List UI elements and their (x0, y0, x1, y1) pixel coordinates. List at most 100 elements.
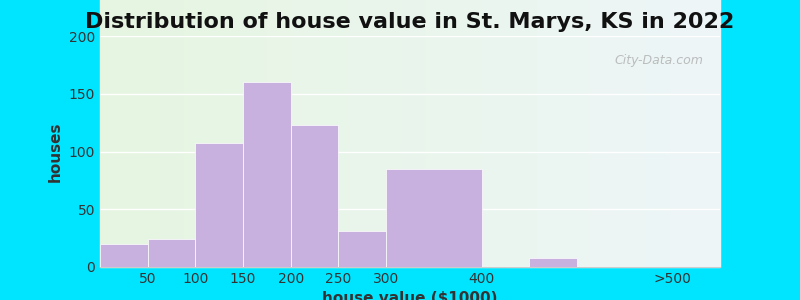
Bar (485, 0, 487, 267)
Bar (553, 0, 556, 267)
Bar (358, 0, 361, 267)
Bar (652, 0, 655, 267)
Bar (174, 0, 178, 267)
Bar (302, 0, 305, 267)
Bar (593, 0, 596, 267)
Bar (373, 0, 376, 267)
Bar (148, 239, 195, 267)
Bar (267, 0, 270, 267)
Bar (447, 0, 450, 267)
Bar (469, 0, 472, 267)
Bar (295, 0, 298, 267)
Bar (323, 0, 326, 267)
Bar (190, 0, 193, 267)
Bar (376, 0, 379, 267)
Bar (234, 0, 237, 267)
Bar (100, 244, 148, 267)
Bar (345, 0, 348, 267)
Bar (581, 0, 584, 267)
Bar (429, 0, 432, 267)
Bar (122, 0, 125, 267)
Bar (138, 0, 140, 267)
Bar (606, 0, 608, 267)
Bar (497, 0, 500, 267)
Bar (184, 0, 186, 267)
Bar (689, 0, 692, 267)
Bar (574, 0, 578, 267)
Bar (348, 0, 351, 267)
Bar (512, 0, 515, 267)
Bar (110, 0, 112, 267)
Bar (209, 0, 211, 267)
Bar (115, 0, 118, 267)
Bar (290, 125, 338, 267)
Bar (602, 0, 606, 267)
Bar (366, 0, 370, 267)
Bar (404, 0, 407, 267)
Bar (106, 0, 110, 267)
Bar (590, 0, 593, 267)
Bar (270, 0, 274, 267)
Bar (146, 0, 150, 267)
Bar (683, 0, 686, 267)
Bar (407, 0, 410, 267)
Bar (277, 0, 280, 267)
Bar (150, 0, 153, 267)
Bar (118, 0, 122, 267)
Bar (230, 0, 234, 267)
Bar (586, 0, 590, 267)
Bar (239, 0, 242, 267)
Bar (413, 0, 416, 267)
Bar (361, 0, 363, 267)
Bar (100, 0, 103, 267)
Bar (692, 0, 695, 267)
Bar (153, 0, 156, 267)
Bar (398, 0, 401, 267)
Bar (255, 0, 258, 267)
Bar (568, 0, 571, 267)
Bar (649, 0, 652, 267)
Bar (178, 0, 181, 267)
Bar (578, 0, 581, 267)
Bar (125, 0, 128, 267)
Bar (252, 0, 255, 267)
Bar (338, 0, 342, 267)
Bar (379, 0, 382, 267)
Bar (537, 0, 540, 267)
Bar (426, 0, 429, 267)
Bar (614, 0, 618, 267)
Bar (462, 0, 466, 267)
Bar (609, 0, 611, 267)
Bar (714, 0, 717, 267)
Bar (487, 0, 490, 267)
Bar (242, 0, 246, 267)
Bar (621, 0, 624, 267)
Bar (482, 0, 485, 267)
Bar (206, 0, 209, 267)
Bar (705, 0, 708, 267)
Bar (562, 0, 565, 267)
Bar (558, 0, 562, 267)
Bar (661, 0, 664, 267)
Bar (543, 0, 546, 267)
Bar (636, 0, 639, 267)
Bar (181, 0, 184, 267)
Bar (466, 0, 469, 267)
Bar (677, 0, 680, 267)
Bar (218, 0, 221, 267)
Bar (634, 0, 636, 267)
Bar (698, 0, 702, 267)
Bar (410, 0, 413, 267)
Bar (237, 0, 239, 267)
Bar (655, 0, 658, 267)
Bar (611, 0, 614, 267)
Bar (506, 0, 510, 267)
Bar (525, 0, 528, 267)
Bar (702, 0, 705, 267)
Bar (370, 0, 373, 267)
Bar (627, 0, 630, 267)
Bar (435, 0, 438, 267)
Bar (658, 0, 661, 267)
Bar (202, 0, 206, 267)
Bar (258, 0, 262, 267)
